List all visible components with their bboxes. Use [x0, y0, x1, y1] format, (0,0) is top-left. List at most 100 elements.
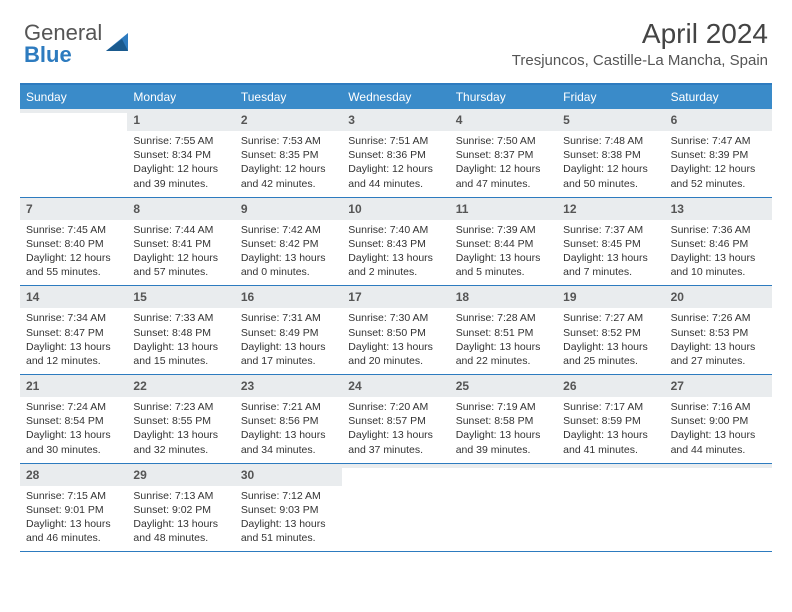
cell-line: and 32 minutes. — [133, 443, 228, 457]
cell-line: Sunset: 8:54 PM — [26, 414, 121, 428]
cell-line: Daylight: 13 hours — [456, 251, 551, 265]
cell-line: and 39 minutes. — [456, 443, 551, 457]
calendar-cell: 1Sunrise: 7:55 AMSunset: 8:34 PMDaylight… — [127, 109, 234, 197]
week-row: 7Sunrise: 7:45 AMSunset: 8:40 PMDaylight… — [20, 198, 772, 287]
cell-line: and 25 minutes. — [563, 354, 658, 368]
cell-line: Daylight: 13 hours — [133, 428, 228, 442]
calendar-cell: 11Sunrise: 7:39 AMSunset: 8:44 PMDayligh… — [450, 198, 557, 286]
day-number: 1 — [133, 113, 140, 127]
cell-line: Sunrise: 7:28 AM — [456, 311, 551, 325]
cell-line: and 44 minutes. — [671, 443, 766, 457]
day-number-bar: 6 — [665, 109, 772, 131]
cell-line: Sunrise: 7:26 AM — [671, 311, 766, 325]
logo-triangle-icon — [104, 29, 130, 60]
cell-line: Daylight: 13 hours — [241, 517, 336, 531]
calendar-cell — [342, 464, 449, 552]
cell-line: Daylight: 12 hours — [241, 162, 336, 176]
cell-line: Sunrise: 7:45 AM — [26, 223, 121, 237]
day-number-bar — [20, 109, 127, 113]
cell-line: and 41 minutes. — [563, 443, 658, 457]
cell-line: Sunset: 8:59 PM — [563, 414, 658, 428]
dow-thursday: Thursday — [450, 85, 557, 109]
cell-line: and 55 minutes. — [26, 265, 121, 279]
day-number: 21 — [26, 379, 39, 393]
calendar-cell: 29Sunrise: 7:13 AMSunset: 9:02 PMDayligh… — [127, 464, 234, 552]
calendar-cell: 7Sunrise: 7:45 AMSunset: 8:40 PMDaylight… — [20, 198, 127, 286]
cell-line: Sunset: 8:45 PM — [563, 237, 658, 251]
cell-line: Daylight: 13 hours — [456, 428, 551, 442]
day-number-bar: 13 — [665, 198, 772, 220]
calendar-cell: 8Sunrise: 7:44 AMSunset: 8:41 PMDaylight… — [127, 198, 234, 286]
calendar-cell: 24Sunrise: 7:20 AMSunset: 8:57 PMDayligh… — [342, 375, 449, 463]
cell-line: Daylight: 13 hours — [348, 251, 443, 265]
day-number: 12 — [563, 202, 576, 216]
cell-line: Sunrise: 7:33 AM — [133, 311, 228, 325]
cell-line: Daylight: 13 hours — [133, 517, 228, 531]
cell-line: and 48 minutes. — [133, 531, 228, 545]
week-row: 14Sunrise: 7:34 AMSunset: 8:47 PMDayligh… — [20, 286, 772, 375]
day-number-bar: 21 — [20, 375, 127, 397]
day-number-bar: 28 — [20, 464, 127, 486]
cell-line: Sunrise: 7:20 AM — [348, 400, 443, 414]
cell-line: Daylight: 13 hours — [671, 428, 766, 442]
cell-line: Sunset: 9:00 PM — [671, 414, 766, 428]
calendar-cell: 13Sunrise: 7:36 AMSunset: 8:46 PMDayligh… — [665, 198, 772, 286]
calendar-cell: 28Sunrise: 7:15 AMSunset: 9:01 PMDayligh… — [20, 464, 127, 552]
cell-line: and 7 minutes. — [563, 265, 658, 279]
day-number: 23 — [241, 379, 254, 393]
month-title: April 2024 — [512, 18, 768, 50]
day-number: 22 — [133, 379, 146, 393]
day-number-bar: 30 — [235, 464, 342, 486]
cell-line: Sunset: 9:01 PM — [26, 503, 121, 517]
cell-line: and 37 minutes. — [348, 443, 443, 457]
day-number-bar: 7 — [20, 198, 127, 220]
day-number-bar: 9 — [235, 198, 342, 220]
cell-line: Sunrise: 7:31 AM — [241, 311, 336, 325]
cell-line: Sunset: 8:51 PM — [456, 326, 551, 340]
cell-line: and 51 minutes. — [241, 531, 336, 545]
day-number-bar: 4 — [450, 109, 557, 131]
day-number-bar: 16 — [235, 286, 342, 308]
calendar-cell: 6Sunrise: 7:47 AMSunset: 8:39 PMDaylight… — [665, 109, 772, 197]
day-number: 6 — [671, 113, 678, 127]
day-number-bar: 10 — [342, 198, 449, 220]
calendar-cell: 16Sunrise: 7:31 AMSunset: 8:49 PMDayligh… — [235, 286, 342, 374]
cell-line: Sunrise: 7:15 AM — [26, 489, 121, 503]
day-number: 16 — [241, 290, 254, 304]
cell-line: Sunrise: 7:47 AM — [671, 134, 766, 148]
cell-line: and 12 minutes. — [26, 354, 121, 368]
day-number: 10 — [348, 202, 361, 216]
cell-line: and 44 minutes. — [348, 177, 443, 191]
day-number-bar: 14 — [20, 286, 127, 308]
cell-line: Sunset: 8:58 PM — [456, 414, 551, 428]
cell-line: Daylight: 13 hours — [348, 340, 443, 354]
calendar: Sunday Monday Tuesday Wednesday Thursday… — [20, 83, 772, 552]
cell-line: Sunrise: 7:55 AM — [133, 134, 228, 148]
cell-line: Daylight: 13 hours — [26, 428, 121, 442]
calendar-cell: 9Sunrise: 7:42 AMSunset: 8:42 PMDaylight… — [235, 198, 342, 286]
cell-line: and 5 minutes. — [456, 265, 551, 279]
cell-line: and 46 minutes. — [26, 531, 121, 545]
cell-line: and 27 minutes. — [671, 354, 766, 368]
calendar-cell: 5Sunrise: 7:48 AMSunset: 8:38 PMDaylight… — [557, 109, 664, 197]
cell-line: and 0 minutes. — [241, 265, 336, 279]
cell-line: Sunrise: 7:12 AM — [241, 489, 336, 503]
day-number-bar: 17 — [342, 286, 449, 308]
cell-line: Sunset: 8:34 PM — [133, 148, 228, 162]
week-row: 21Sunrise: 7:24 AMSunset: 8:54 PMDayligh… — [20, 375, 772, 464]
day-number: 28 — [26, 468, 39, 482]
day-number-bar — [665, 464, 772, 468]
day-number: 2 — [241, 113, 248, 127]
cell-line: Daylight: 12 hours — [348, 162, 443, 176]
day-number-bar: 27 — [665, 375, 772, 397]
cell-line: Daylight: 13 hours — [563, 340, 658, 354]
calendar-cell — [450, 464, 557, 552]
day-number-bar — [342, 464, 449, 468]
day-number-bar: 22 — [127, 375, 234, 397]
calendar-cell: 19Sunrise: 7:27 AMSunset: 8:52 PMDayligh… — [557, 286, 664, 374]
cell-line: Sunrise: 7:23 AM — [133, 400, 228, 414]
cell-line: Sunrise: 7:30 AM — [348, 311, 443, 325]
day-number: 14 — [26, 290, 39, 304]
cell-line: Sunset: 8:39 PM — [671, 148, 766, 162]
calendar-cell — [20, 109, 127, 197]
